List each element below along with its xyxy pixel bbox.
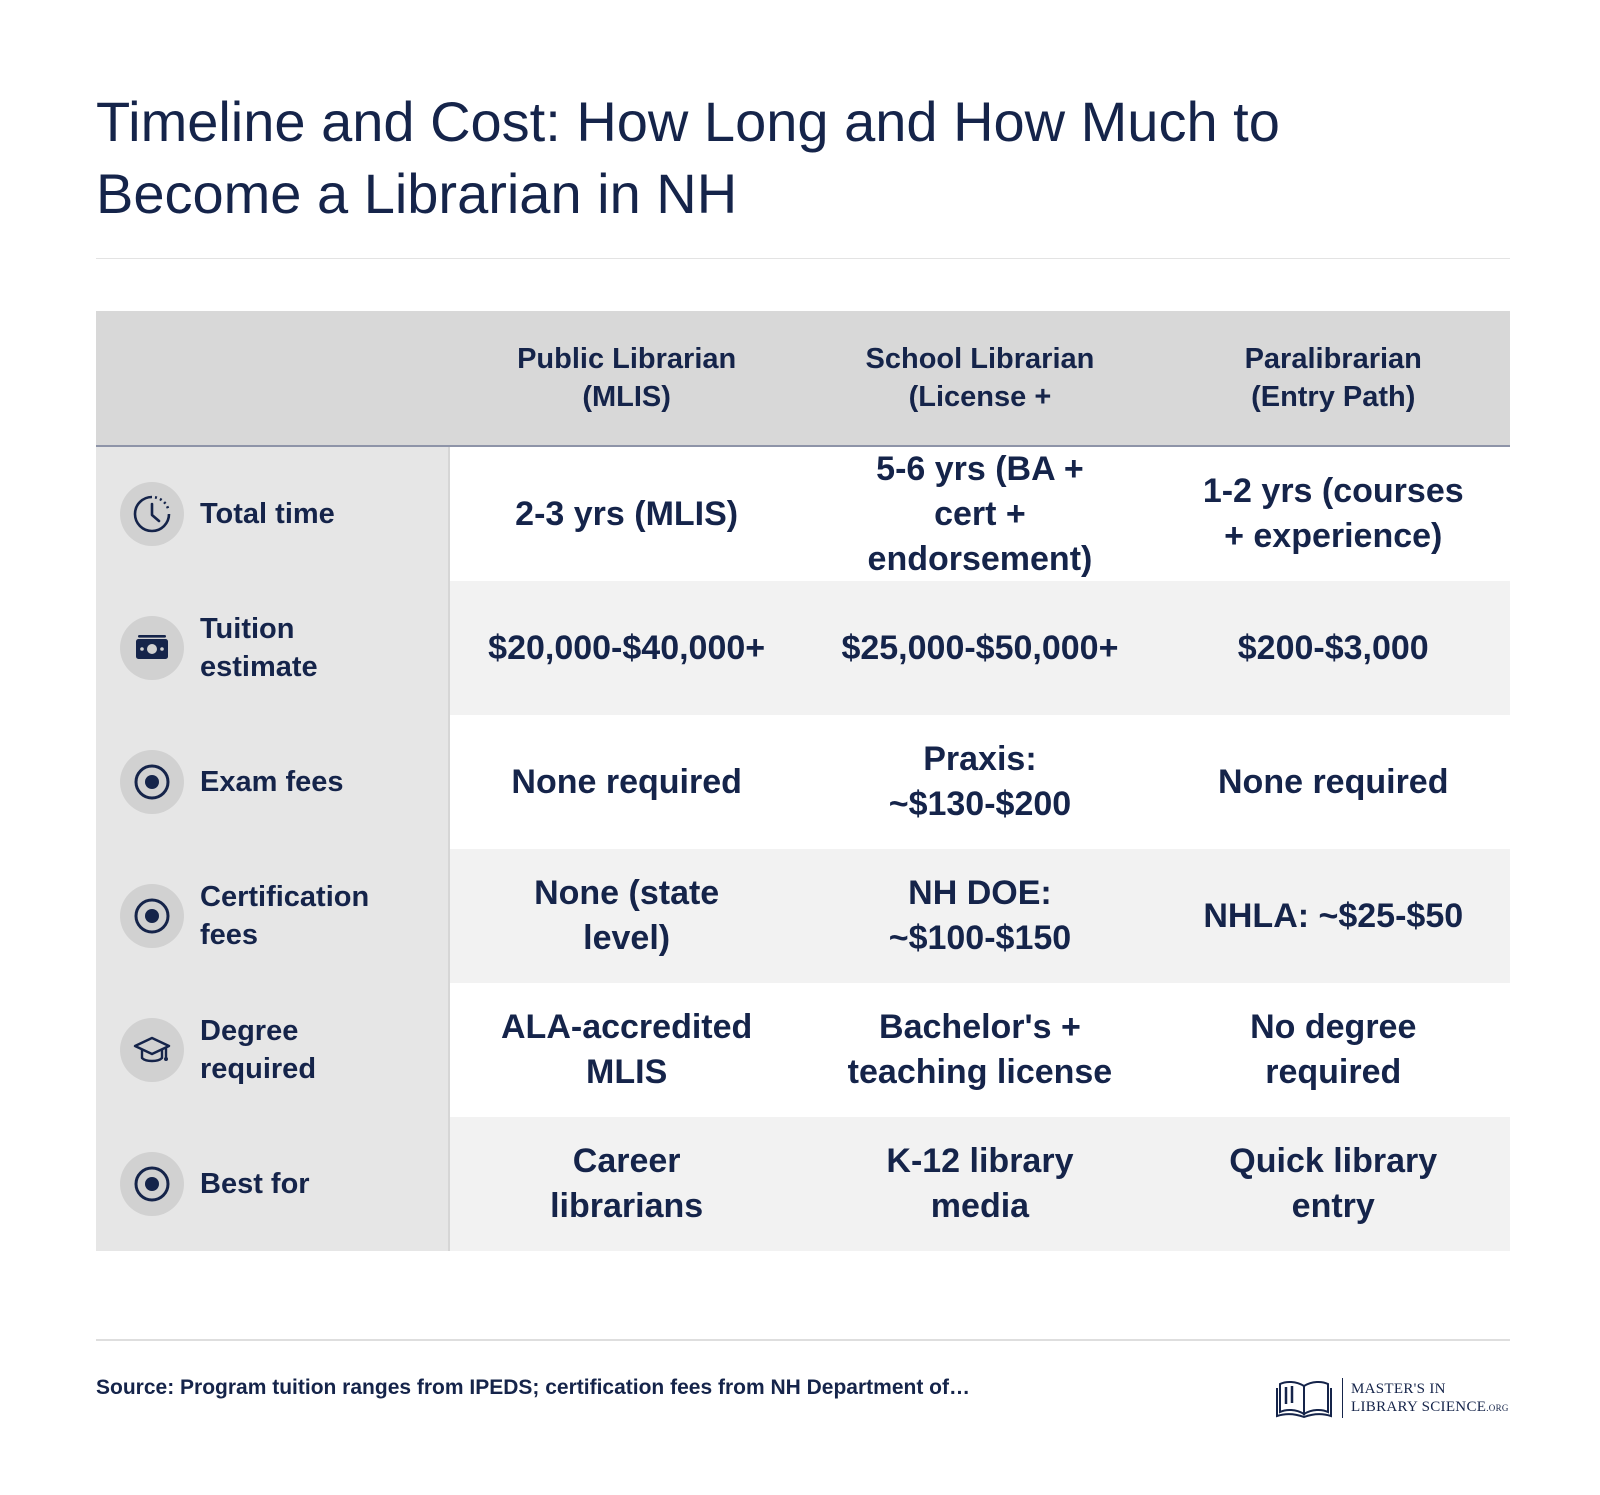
column-header-paralibrarian: Paralibrarian (Entry Path)	[1244, 343, 1422, 413]
open-book-icon	[1276, 1380, 1332, 1418]
table-cell: $25,000-$50,000+	[803, 581, 1157, 715]
column-header-public-librarian: Public Librarian (MLIS)	[517, 343, 737, 413]
row-label-cell: Tuition estimate	[96, 581, 450, 715]
row-label-cell: Certification fees	[96, 849, 450, 983]
table-cell: $200-$3,000	[1156, 581, 1510, 715]
table-cell: Quick library entry	[1156, 1117, 1510, 1251]
logo-suffix: .ORG	[1486, 1402, 1509, 1413]
row-label: Best for	[200, 1168, 310, 1200]
table-cell: Bachelor's + teaching license	[803, 983, 1157, 1117]
table-cell: Praxis: ~$130-$200	[803, 715, 1157, 849]
row-label: Degree required	[200, 1015, 317, 1085]
table-row: Best for Career librarians K-12 library …	[96, 1117, 1510, 1251]
row-label-cell: Total time	[96, 447, 450, 581]
row-label: Certification fees	[200, 881, 370, 951]
table-cell: NHLA: ~$25-$50	[1156, 849, 1510, 983]
table-cell: 2-3 yrs (MLIS)	[450, 447, 804, 581]
table-cell: None (state level)	[450, 849, 804, 983]
source-note: Source: Program tuition ranges from IPED…	[96, 1376, 970, 1399]
table-row: Exam fees None required Praxis: ~$130-$2…	[96, 715, 1510, 849]
table-cell: K-12 library media	[803, 1117, 1157, 1251]
row-label-cell: Best for	[96, 1117, 450, 1251]
table-cell: $20,000-$40,000+	[450, 581, 804, 715]
title-divider	[96, 258, 1510, 259]
row-label: Total time	[200, 498, 335, 530]
table-row: Total time 2-3 yrs (MLIS) 5-6 yrs (BA + …	[96, 447, 1510, 581]
table-cell: None required	[450, 715, 804, 849]
row-label-cell: Exam fees	[96, 715, 450, 849]
table-cell: Career librarians	[450, 1117, 804, 1251]
logo-separator	[1342, 1378, 1343, 1418]
row-label: Tuition estimate	[200, 613, 318, 683]
graduation-cap-icon	[120, 1018, 184, 1082]
logo-wordmark: MASTER'S IN LIBRARY SCIENCE.ORG	[1351, 1380, 1509, 1417]
target-icon	[120, 884, 184, 948]
target-icon	[120, 1152, 184, 1216]
header-empty-cell	[96, 311, 450, 445]
clock-icon	[120, 482, 184, 546]
row-label-cell: Degree required	[96, 983, 450, 1117]
table-cell: None required	[1156, 715, 1510, 849]
comparison-table: Public Librarian (MLIS) School Librarian…	[96, 311, 1510, 1251]
table-cell: No degree required	[1156, 983, 1510, 1117]
column-header-school-librarian: School Librarian (License +	[865, 343, 1095, 413]
money-icon	[120, 616, 184, 680]
logo-line-1: MASTER'S IN	[1351, 1380, 1446, 1397]
table-row: Degree required ALA-accredited MLIS Bach…	[96, 983, 1510, 1117]
page-title: Timeline and Cost: How Long and How Much…	[96, 90, 1280, 225]
row-label: Exam fees	[200, 766, 344, 798]
table-row: Certification fees None (state level) NH…	[96, 849, 1510, 983]
footer-divider	[96, 1339, 1510, 1341]
table-cell: NH DOE: ~$100-$150	[803, 849, 1157, 983]
logo-line-2: LIBRARY SCIENCE	[1351, 1398, 1487, 1415]
table-row: Tuition estimate $20,000-$40,000+ $25,00…	[96, 581, 1510, 715]
table-header-row: Public Librarian (MLIS) School Librarian…	[96, 311, 1510, 447]
table-cell: 5-6 yrs (BA + cert + endorsement)	[803, 447, 1157, 581]
table-cell: ALA-accredited MLIS	[450, 983, 804, 1117]
target-icon	[120, 750, 184, 814]
site-logo: MASTER'S IN LIBRARY SCIENCE.ORG	[1276, 1378, 1509, 1418]
table-cell: 1-2 yrs (courses + experience)	[1156, 447, 1510, 581]
